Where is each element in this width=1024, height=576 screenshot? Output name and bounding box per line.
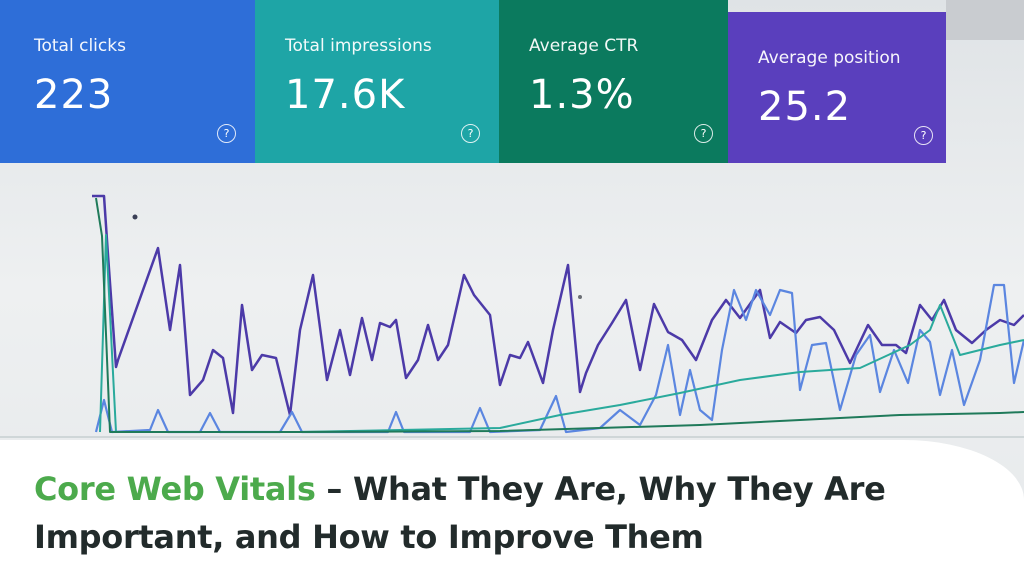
title-highlight: Core Web Vitals bbox=[34, 470, 316, 508]
metric-value: 25.2 bbox=[758, 84, 852, 130]
metric-card-impressions[interactable]: Total impressions 17.6K ? bbox=[255, 0, 499, 163]
article-title: Core Web Vitals – What They Are, Why The… bbox=[34, 465, 994, 561]
metric-value: 17.6K bbox=[285, 72, 406, 118]
metric-label: Total clicks bbox=[34, 36, 126, 56]
help-icon[interactable]: ? bbox=[914, 126, 933, 145]
position-series-line bbox=[92, 194, 1024, 417]
metric-value: 1.3% bbox=[529, 72, 635, 118]
title-panel bbox=[0, 440, 1024, 576]
metric-label: Average position bbox=[758, 48, 901, 68]
screen-edge bbox=[946, 0, 1024, 40]
metric-label: Average CTR bbox=[529, 36, 639, 56]
help-icon[interactable]: ? bbox=[461, 124, 480, 143]
metric-value: 223 bbox=[34, 72, 114, 118]
metric-card-position[interactable]: Average position 25.2 ? bbox=[728, 12, 946, 163]
title-rest: – What They Are, Why They Are Important,… bbox=[34, 470, 886, 556]
metric-card-clicks[interactable]: Total clicks 223 ? bbox=[0, 0, 255, 163]
chart-dot bbox=[578, 295, 582, 299]
help-icon[interactable]: ? bbox=[694, 124, 713, 143]
help-icon[interactable]: ? bbox=[217, 124, 236, 143]
ctr-series-line bbox=[95, 197, 1024, 433]
metric-card-ctr[interactable]: Average CTR 1.3% ? bbox=[499, 0, 728, 163]
metric-label: Total impressions bbox=[285, 36, 432, 56]
chart-dot bbox=[132, 214, 138, 220]
